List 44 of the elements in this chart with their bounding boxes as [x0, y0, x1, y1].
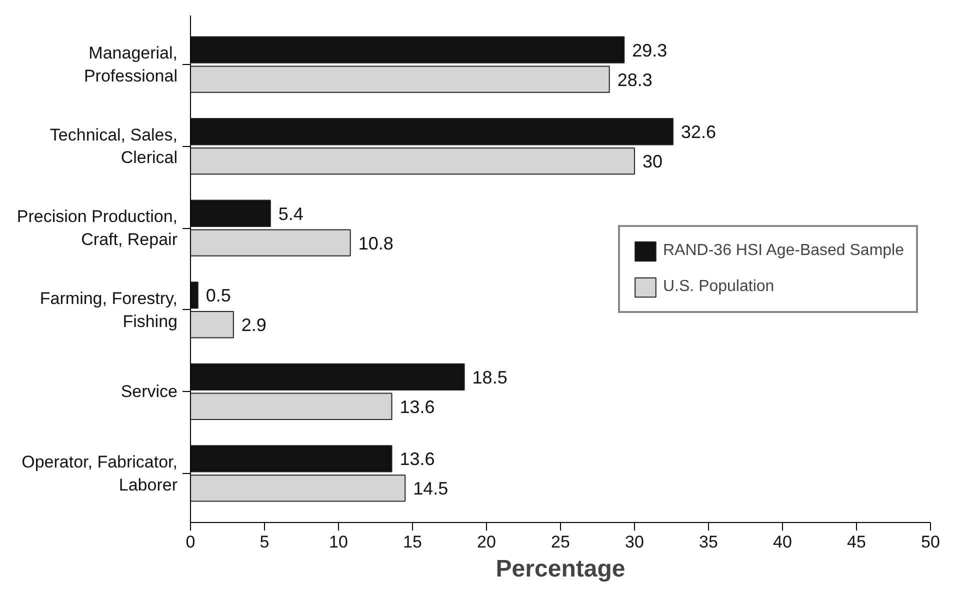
y-tick-label: Technical, Sales, Clerical: [50, 125, 178, 168]
legend-label: U.S. Population: [663, 278, 774, 296]
data-label: 2.9: [241, 315, 266, 336]
y-tick-label: Operator, Fabricator, Laborer: [22, 452, 178, 494]
data-label: 13.6: [400, 449, 435, 470]
x-tick-label: 0: [186, 532, 196, 552]
x-tick-label: 20: [477, 532, 496, 552]
data-label: 5.4: [278, 204, 304, 224]
bar: [190, 311, 234, 338]
x-tick-label: 35: [699, 532, 718, 552]
bar: [190, 118, 674, 146]
x-tick-label: 15: [403, 532, 422, 552]
y-tick-label: Farming, Forestry, Fishing: [40, 288, 178, 331]
x-tick-label: 25: [551, 532, 570, 552]
bar: [190, 363, 465, 391]
data-label: 0.5: [206, 286, 231, 306]
bar: [190, 282, 198, 309]
data-label: 29.3: [632, 40, 668, 60]
x-tick-label: 5: [260, 532, 270, 552]
bar: [190, 36, 625, 64]
x-axis-title: Percentage: [496, 556, 626, 582]
data-label: 18.5: [472, 367, 508, 388]
x-tick-label: 30: [625, 532, 644, 552]
bar: [190, 147, 635, 175]
y-tick-label: Service: [120, 382, 178, 402]
bar: [190, 229, 351, 256]
data-label: 32.6: [680, 122, 716, 142]
data-label: 10.8: [358, 233, 394, 254]
x-tick-label: 10: [329, 532, 348, 552]
x-tick-label: 40: [773, 532, 792, 552]
y-tick-label: Managerial, Professional: [84, 44, 178, 86]
x-tick-label: 45: [847, 532, 866, 552]
bar: [190, 474, 406, 502]
bar: [190, 200, 271, 227]
y-tick-label: Precision Production, Craft, Repair: [16, 207, 178, 250]
data-label: 13.6: [400, 396, 435, 417]
legend-label: RAND-36 HSI Age-Based Sample: [663, 242, 904, 260]
bar: [190, 392, 392, 420]
x-tick-label: 50: [921, 532, 940, 552]
bar: [190, 66, 610, 93]
bar: [190, 445, 392, 472]
data-label: 30: [642, 152, 663, 172]
data-label: 14.5: [413, 478, 448, 499]
data-label: 28.3: [617, 70, 652, 90]
